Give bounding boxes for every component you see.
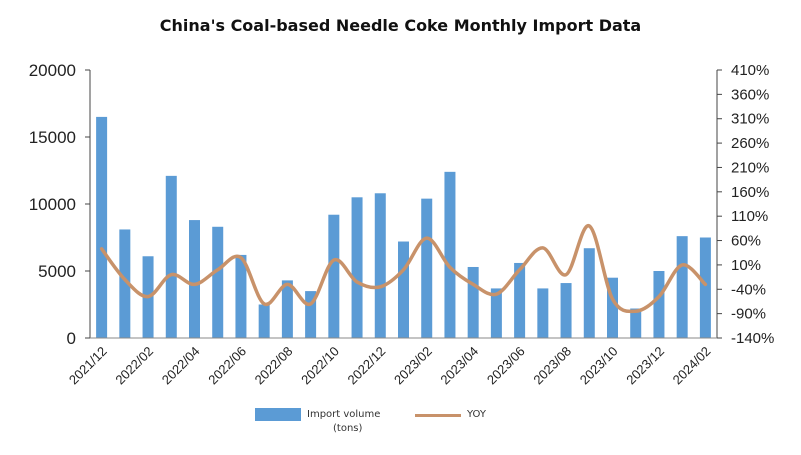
x-tick-label: 2024/02 xyxy=(670,344,714,388)
left-tick-label: 5000 xyxy=(38,262,76,281)
chart-title: China's Coal-based Needle Coke Monthly I… xyxy=(159,16,642,35)
x-tick-label: 2022/04 xyxy=(159,344,203,388)
x-tick-label: 2023/08 xyxy=(530,344,574,388)
bar-2022/11 xyxy=(351,197,363,338)
legend-label-line: (tons) xyxy=(333,423,363,434)
x-tick-label: 2022/02 xyxy=(112,344,156,388)
right-tick-label: 60% xyxy=(731,233,761,250)
bar-2022/01 xyxy=(119,229,131,338)
x-tick-label: 2023/12 xyxy=(623,344,667,388)
bar-2022/03 xyxy=(165,175,177,338)
legend-swatch-bar xyxy=(255,408,301,421)
right-tick-label: -140% xyxy=(731,330,774,347)
right-tick-label: -40% xyxy=(731,281,766,298)
x-tick-label: 2022/12 xyxy=(345,344,389,388)
x-tick-label: 2023/02 xyxy=(391,344,435,388)
legend: Import volume (tons) YOY xyxy=(255,408,585,444)
x-tick-label: 2022/06 xyxy=(205,344,249,388)
x-tick-label: 2023/06 xyxy=(484,344,528,388)
left-tick-label: 10000 xyxy=(29,195,76,214)
legend-label-line: Import volume xyxy=(307,409,381,420)
bar-2023/02 xyxy=(421,198,433,338)
bar-2023/05 xyxy=(490,288,502,338)
right-tick-label: 160% xyxy=(731,184,769,201)
x-tick-label: 2023/04 xyxy=(437,344,481,388)
right-tick-label: 360% xyxy=(731,86,769,103)
right-tick-label: 10% xyxy=(731,257,761,274)
left-axis-ticks: 0 5000 10000 15000 20000 xyxy=(29,61,90,348)
legend-label-yoy: YOY xyxy=(467,409,486,420)
bar-2023/07 xyxy=(537,288,549,338)
x-tick-label: 2021/12 xyxy=(66,344,110,388)
bar-2023/08 xyxy=(560,283,572,338)
right-tick-label: 210% xyxy=(731,159,769,176)
legend-swatch-line xyxy=(415,414,461,417)
bar-2023/04 xyxy=(467,266,479,338)
line-layer xyxy=(99,224,708,314)
x-tick-label: 2023/10 xyxy=(577,344,621,388)
right-tick-label: 110% xyxy=(731,208,768,225)
bar-2022/10 xyxy=(328,214,340,338)
x-tick-label: 2022/10 xyxy=(298,344,342,388)
right-tick-label: 410% xyxy=(731,62,769,79)
legend-label-import-volume: Import volume (tons) xyxy=(307,408,380,436)
bar-2023/01 xyxy=(398,241,409,338)
right-tick-label: 310% xyxy=(731,111,769,128)
bar-2023/09 xyxy=(583,248,595,338)
left-tick-label: 0 xyxy=(67,329,76,348)
x-axis-ticks: 2021/12 2022/02 2022/04 2022/06 2022/08 2022/… xyxy=(66,344,714,388)
left-tick-label: 20000 xyxy=(29,61,76,80)
bar-2023/11 xyxy=(630,308,642,338)
bar-2022/04 xyxy=(189,220,200,338)
bar-2024/02 xyxy=(699,237,711,338)
legend-item-yoy: YOY xyxy=(415,408,486,422)
bar-2022/07 xyxy=(258,304,270,338)
bar-2023/06 xyxy=(514,262,526,338)
bar-2022/05 xyxy=(212,226,224,338)
bars-layer xyxy=(96,116,711,339)
bar-2023/10 xyxy=(607,277,618,338)
bar-2023/03 xyxy=(444,171,456,338)
right-axis-ticks: -140% -90% -40% 10% 60% 110% 160% 210% 260% 310% 3… xyxy=(717,62,774,347)
left-tick-label: 15000 xyxy=(29,128,76,147)
yoy-line xyxy=(99,224,708,314)
legend-item-import-volume: Import volume (tons) xyxy=(255,408,380,436)
bar-2022/09 xyxy=(305,291,317,338)
bar-2022/06 xyxy=(235,254,247,338)
bar-2024/01 xyxy=(676,236,688,338)
x-tick-label: 2022/08 xyxy=(252,344,296,388)
bar-2022/12 xyxy=(374,193,386,338)
bar-2022/08 xyxy=(281,280,293,338)
right-tick-label: -90% xyxy=(731,306,766,323)
right-tick-label: 260% xyxy=(731,135,769,152)
bar-2021/12 xyxy=(96,116,108,339)
bar-2023/12 xyxy=(653,271,665,338)
